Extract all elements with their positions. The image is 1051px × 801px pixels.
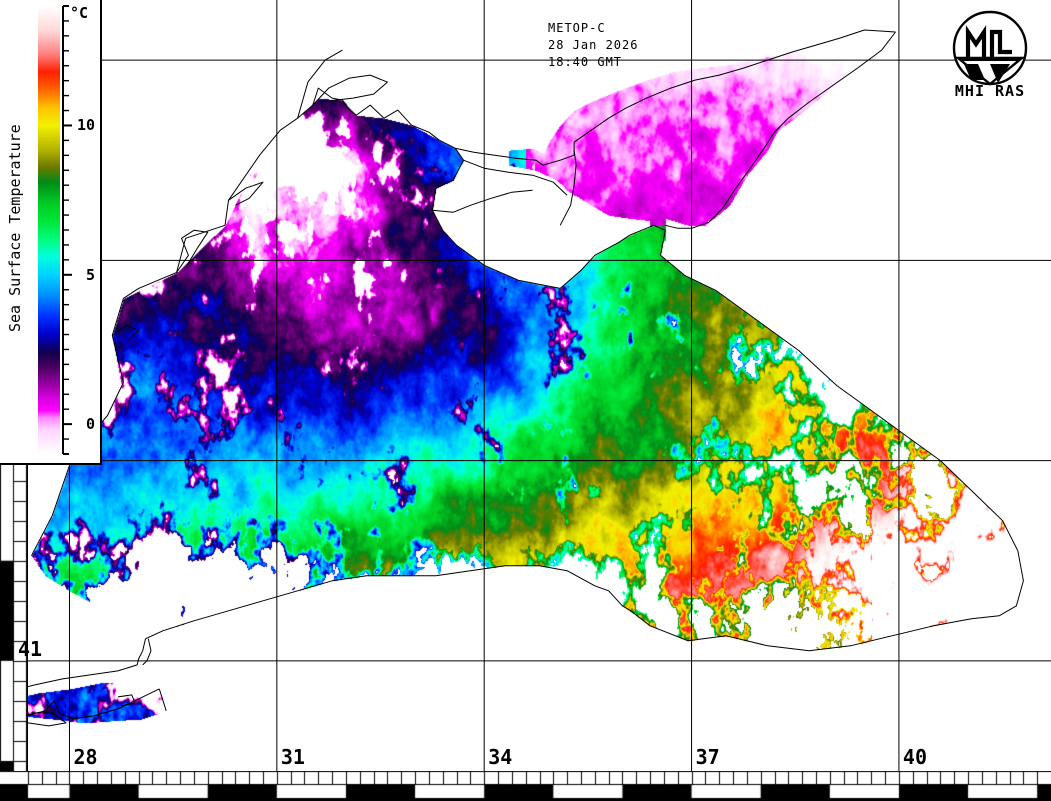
coastline-segment (312, 74, 388, 106)
lat-tick-label-41: 41 (18, 636, 43, 661)
coastline-segment (463, 159, 568, 196)
coastline-segment (145, 565, 1000, 652)
coastline-segment (158, 688, 167, 712)
coastline-segment (28, 688, 160, 720)
coastline-segment (31, 87, 666, 556)
lon-tick-label-31: 31 (280, 745, 305, 769)
coastline-segment (28, 712, 67, 727)
lon-tick-label-37: 37 (695, 745, 720, 769)
colorbar-panel: Sea Surface Temperature °C 0 5 10 (0, 0, 102, 465)
colorbar-tick-10: 10 (77, 116, 96, 135)
coastline-segment (28, 664, 138, 688)
coastline-segment (112, 324, 140, 341)
colorbar-units-label: °C (70, 4, 89, 22)
bottom-ruler-border (0, 771, 1051, 801)
colorbar-tick-0: 0 (86, 415, 96, 434)
coastline-segment (432, 189, 533, 213)
mhi-ras-logo-icon (952, 10, 1028, 86)
coastline-overlay (28, 29, 1024, 727)
logo-caption: MHI RAS (954, 82, 1026, 100)
coastline-segment (660, 230, 1024, 617)
lon-tick-label-40: 40 (902, 745, 928, 769)
colorbar-gradient (38, 6, 60, 454)
coastline-segment (117, 694, 136, 707)
coastline-segment (228, 181, 264, 206)
sst-field-raster (28, 0, 1051, 771)
lon-tick-label-34: 34 (488, 745, 513, 769)
coastline-segment (136, 638, 146, 666)
coastline-segment (176, 229, 209, 273)
lon-tick-label-28: 28 (73, 745, 98, 769)
map-plot-area[interactable] (28, 0, 1051, 771)
coastline-segment (455, 147, 544, 166)
coastline-segment (559, 150, 577, 226)
acquisition-info: METOP-C 28 Jan 2026 18:40 GMT (548, 21, 639, 69)
coastline-segment (665, 31, 896, 229)
coastline-segment (573, 29, 896, 143)
graticule-grid (28, 0, 1051, 771)
coastline-segment (542, 142, 575, 166)
colorbar-tick-5: 5 (86, 265, 96, 284)
colorbar-axis (62, 5, 72, 455)
colorbar-title: Sea Surface Temperature (6, 124, 24, 332)
coastline-segment (142, 638, 152, 666)
coastline-segment (297, 49, 343, 119)
